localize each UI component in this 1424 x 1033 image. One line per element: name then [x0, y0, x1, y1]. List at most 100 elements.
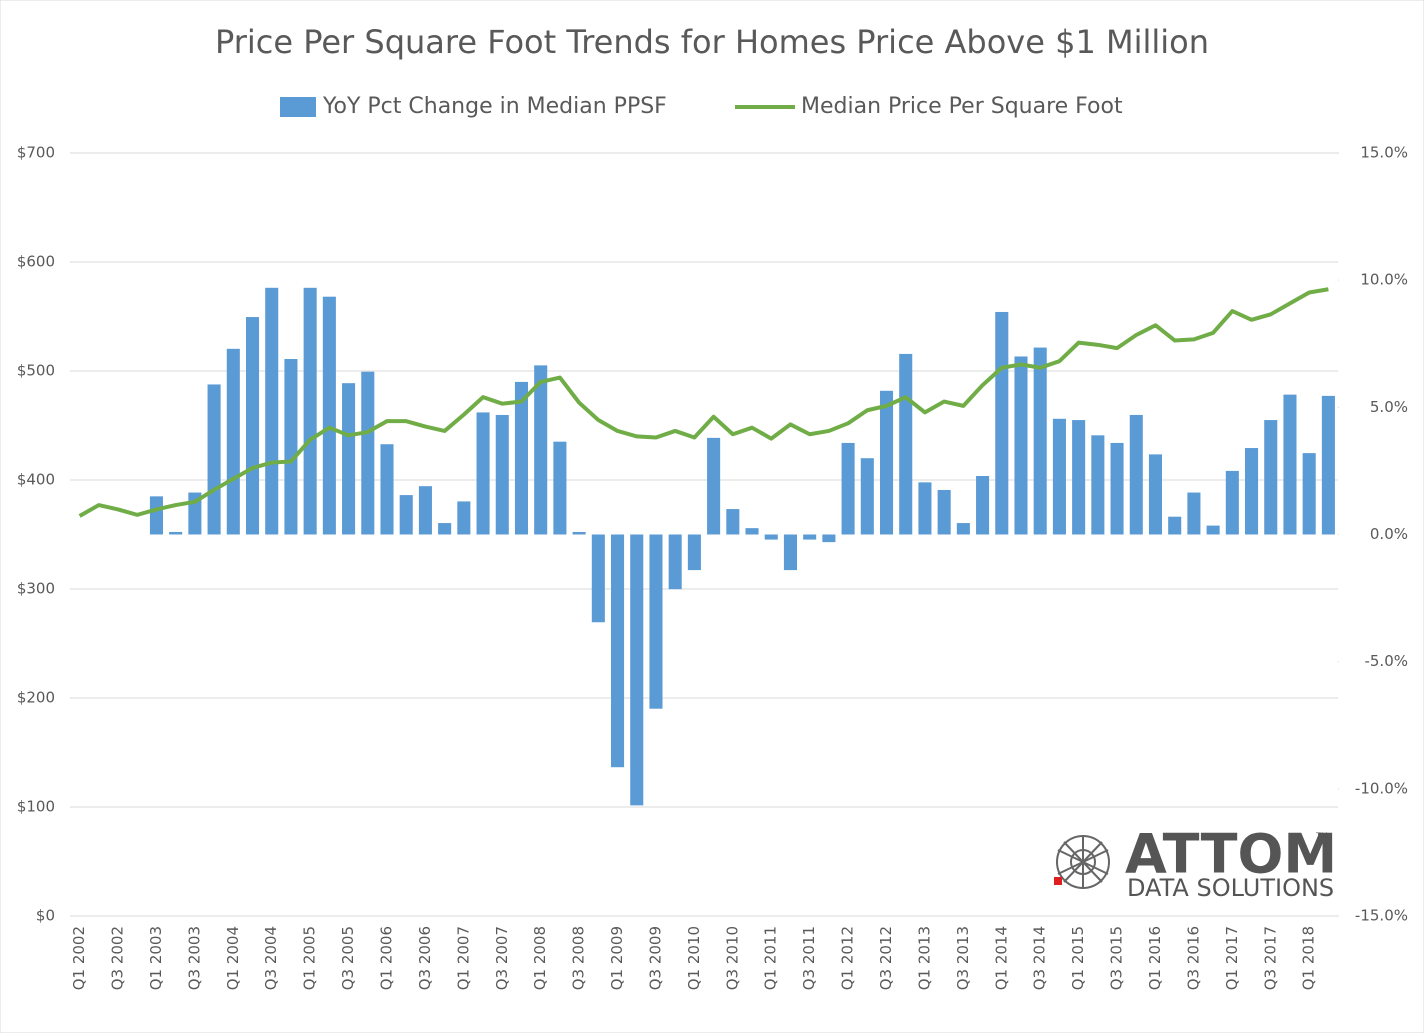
- y-tick-label: $100: [17, 798, 55, 816]
- x-tick-label: Q3 2013: [954, 926, 972, 990]
- x-tick-label: Q1 2018: [1300, 926, 1318, 990]
- bar: [879, 390, 894, 535]
- bar: [1091, 435, 1105, 535]
- grid: [70, 152, 1338, 917]
- bar: [265, 287, 279, 535]
- logo-tagline: DATA SOLUTIONS: [1127, 874, 1334, 902]
- x-tick-label: Q3 2009: [646, 926, 664, 990]
- bar: [668, 534, 682, 590]
- x-tick-label: Q1 2007: [454, 926, 472, 990]
- x-tick-label: Q1 2004: [224, 926, 242, 990]
- bar: [745, 528, 759, 535]
- bar: [687, 534, 701, 571]
- bar: [1245, 448, 1259, 535]
- bar: [764, 534, 778, 540]
- bar: [476, 412, 490, 535]
- bar: [303, 287, 317, 535]
- bar: [783, 534, 797, 571]
- bar: [1168, 516, 1182, 535]
- bar: [995, 311, 1009, 535]
- x-tick-label: Q3 2008: [570, 926, 588, 990]
- bar: [611, 534, 625, 768]
- bar: [822, 534, 836, 543]
- x-tick-label: Q1 2012: [839, 926, 857, 990]
- bar: [438, 523, 452, 535]
- x-tick-label: Q3 2016: [1184, 926, 1202, 990]
- bar: [1264, 420, 1278, 535]
- bar: [937, 489, 951, 535]
- y-tick-label: $700: [17, 144, 55, 162]
- x-tick-label: Q3 2010: [723, 926, 741, 990]
- bar: [1206, 525, 1220, 535]
- line: [78, 287, 1329, 518]
- y2-tick-label: -15.0%: [1355, 907, 1408, 925]
- bar: [1052, 418, 1066, 535]
- x-tick-label: Q3 2007: [493, 926, 511, 990]
- bar: [572, 531, 586, 535]
- legend-label: Median Price Per Square Foot: [801, 94, 1123, 119]
- bar: [514, 381, 529, 535]
- y-tick-label: $0: [36, 907, 55, 925]
- bar: [591, 534, 605, 623]
- bar: [1110, 442, 1124, 535]
- y-tick-label: $200: [17, 689, 55, 707]
- x-tick-label: Q3 2014: [1031, 926, 1049, 990]
- y-tick-label: $300: [17, 580, 55, 598]
- x-tick-label: Q1 2014: [992, 926, 1010, 990]
- x-tick-label: Q1 2016: [1146, 926, 1164, 990]
- y2-tick-label: -10.0%: [1355, 779, 1408, 797]
- bar: [1033, 347, 1047, 535]
- bar: [918, 482, 932, 535]
- bar: [418, 486, 432, 535]
- x-tick-label: Q1 2003: [147, 926, 165, 990]
- x-tick-label: Q3 2003: [185, 926, 203, 990]
- bar: [322, 296, 336, 535]
- x-tick-label: Q3 2015: [1108, 926, 1126, 990]
- x-tick-label: Q3 2017: [1261, 926, 1279, 990]
- bar: [399, 495, 413, 535]
- chart-title: Price Per Square Foot Trends for Homes P…: [215, 23, 1209, 61]
- bar: [707, 437, 721, 535]
- bar: [1302, 453, 1316, 535]
- legend-label: YoY Pct Change in Median PPSF: [322, 94, 667, 119]
- y-tick-label: $500: [17, 362, 55, 380]
- bar: [841, 442, 855, 535]
- bar: [976, 476, 990, 535]
- y2-tick-label: 0.0%: [1370, 525, 1408, 543]
- y2-tick-label: 15.0%: [1360, 144, 1408, 162]
- x-tick-label: Q3 2011: [800, 926, 818, 990]
- bar: [1283, 394, 1297, 535]
- bar: [1148, 454, 1163, 535]
- x-tick-label: Q1 2002: [70, 926, 88, 990]
- bar: [495, 414, 509, 535]
- x-tick-label: Q1 2017: [1223, 926, 1241, 990]
- bar: [1072, 420, 1086, 535]
- x-tick-label: Q3 2006: [416, 926, 434, 990]
- bar: [207, 384, 221, 535]
- bar: [899, 353, 913, 535]
- bar: [860, 458, 874, 535]
- bar: [1187, 492, 1201, 535]
- bar: [1225, 470, 1239, 535]
- x-tick-label: Q3 2004: [262, 926, 280, 990]
- x-tick-label: Q1 2010: [685, 926, 703, 990]
- logo-icon: [1056, 835, 1110, 889]
- y-tick-label: $600: [17, 253, 55, 271]
- y2-tick-label: 10.0%: [1360, 271, 1408, 289]
- y2-tick-label: -5.0%: [1364, 652, 1408, 670]
- bar: [630, 534, 644, 806]
- logo: ATTOM TM DATA SOLUTIONS: [1054, 823, 1337, 902]
- bar: [245, 317, 260, 535]
- x-tick-label: Q1 2011: [762, 926, 780, 990]
- legend-swatch: [280, 97, 316, 117]
- x-tick-label: Q1 2013: [915, 926, 933, 990]
- bar: [803, 534, 817, 540]
- x-tick-label: Q1 2005: [301, 926, 319, 990]
- bar: [534, 365, 548, 535]
- bar: [149, 496, 163, 535]
- bar: [226, 348, 240, 535]
- y-tick-label: $400: [17, 471, 55, 489]
- x-tick-label: Q1 2006: [378, 926, 396, 990]
- bar: [726, 509, 740, 535]
